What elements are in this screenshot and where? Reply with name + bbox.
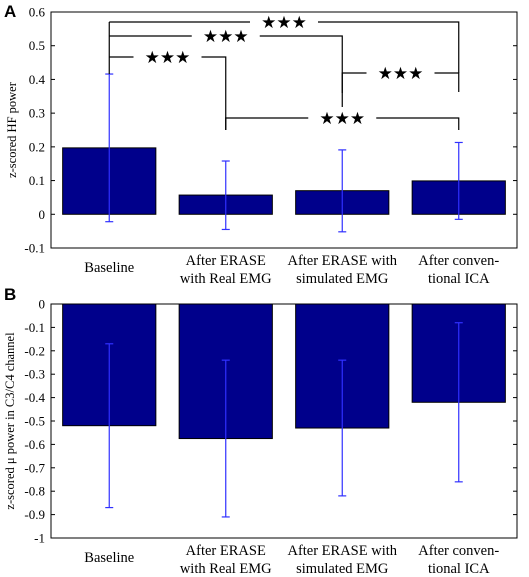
panel-b-category-label: After ERASE bbox=[186, 543, 266, 559]
panel-a-category-label: After conven- bbox=[418, 253, 499, 269]
significance-bracket bbox=[259, 35, 343, 107]
panel-b-ytick-label: -0.5 bbox=[24, 414, 45, 429]
significance-brackets: ★★★ ★★★ ★★★ ★★★ ★★★ bbox=[108, 13, 460, 130]
panel-b-ytick-label: -0.4 bbox=[24, 390, 45, 405]
panel-a-letter: A bbox=[4, 2, 16, 21]
panel-a-ytick-label: 0.2 bbox=[29, 139, 45, 154]
panel-b-ytick-label: -0.3 bbox=[24, 367, 45, 382]
panel-a-ytick-label: -0.1 bbox=[24, 241, 45, 256]
panel-a-ytick-label: 0.4 bbox=[29, 72, 46, 87]
significance-bracket bbox=[225, 117, 309, 130]
chart-panel-a: -0.1 0 0.1 0.2 0.3 0.4 0.5 0.6 Baseline After ERA… bbox=[5, 5, 518, 287]
panel-b-category-label: After ERASE with bbox=[287, 543, 397, 559]
panel-b-ytick-label: -0.1 bbox=[24, 320, 45, 335]
panel-b-letter: B bbox=[4, 285, 16, 304]
significance-stars: ★★★ bbox=[261, 13, 307, 32]
panel-b-category-label: simulated EMG bbox=[296, 561, 389, 577]
panel-b-ytick-label: -0.2 bbox=[24, 343, 45, 358]
panel-b-ytick-label: -0.7 bbox=[24, 460, 45, 475]
chart-panel-b: -1 -0.9 -0.8 -0.7 -0.6 -0.5 -0.4 -0.3 -0.2 -0.1 0 B… bbox=[3, 297, 518, 577]
panel-a-plot-frame bbox=[50, 11, 518, 249]
panel-b-category-label: After conven- bbox=[418, 543, 499, 559]
panel-a-ytick-label: 0.5 bbox=[29, 38, 45, 53]
panel-a-category-label: simulated EMG bbox=[296, 271, 389, 287]
significance-bracket bbox=[434, 72, 460, 92]
significance-stars: ★★★ bbox=[378, 64, 424, 83]
panel-b-ytick-label: 0 bbox=[39, 297, 46, 312]
panel-b-ytick-label: -0.6 bbox=[24, 437, 45, 452]
panel-a-category-label: Baseline bbox=[84, 260, 134, 276]
significance-bracket bbox=[376, 117, 460, 130]
panel-a-ytick-label: 0.1 bbox=[29, 173, 45, 188]
significance-stars: ★★★ bbox=[203, 27, 249, 46]
panel-b-category-label: Baseline bbox=[84, 550, 134, 566]
panel-b-ytick-label: -0.9 bbox=[24, 507, 45, 522]
significance-bracket bbox=[341, 72, 367, 93]
panel-a-category-label: with Real EMG bbox=[180, 271, 272, 287]
panel-b-ytick-label: -1 bbox=[34, 531, 45, 546]
panel-a-ytick-label: 0.6 bbox=[29, 5, 46, 20]
significance-bracket bbox=[201, 56, 227, 130]
panel-b-category-label: tional ICA bbox=[428, 561, 490, 577]
significance-bracket bbox=[318, 21, 460, 73]
panel-a-ytick-label: 0.3 bbox=[29, 106, 45, 121]
significance-stars: ★★★ bbox=[145, 48, 191, 67]
panel-a-category-label: After ERASE bbox=[186, 253, 266, 269]
panel-a-ytick-label: 0 bbox=[39, 207, 46, 222]
panel-a-y-axis-label: z-scored HF power bbox=[5, 81, 19, 178]
panel-b-category-label: with Real EMG bbox=[180, 561, 272, 577]
significance-stars: ★★★ bbox=[319, 109, 365, 128]
panel-b-ytick-label: -0.8 bbox=[24, 484, 45, 499]
panel-b-y-axis-label: z-scored μ power in C3/C4 channel bbox=[3, 332, 17, 510]
panel-a-category-label: After ERASE with bbox=[287, 253, 397, 269]
panel-a-category-label: tional ICA bbox=[428, 271, 490, 287]
